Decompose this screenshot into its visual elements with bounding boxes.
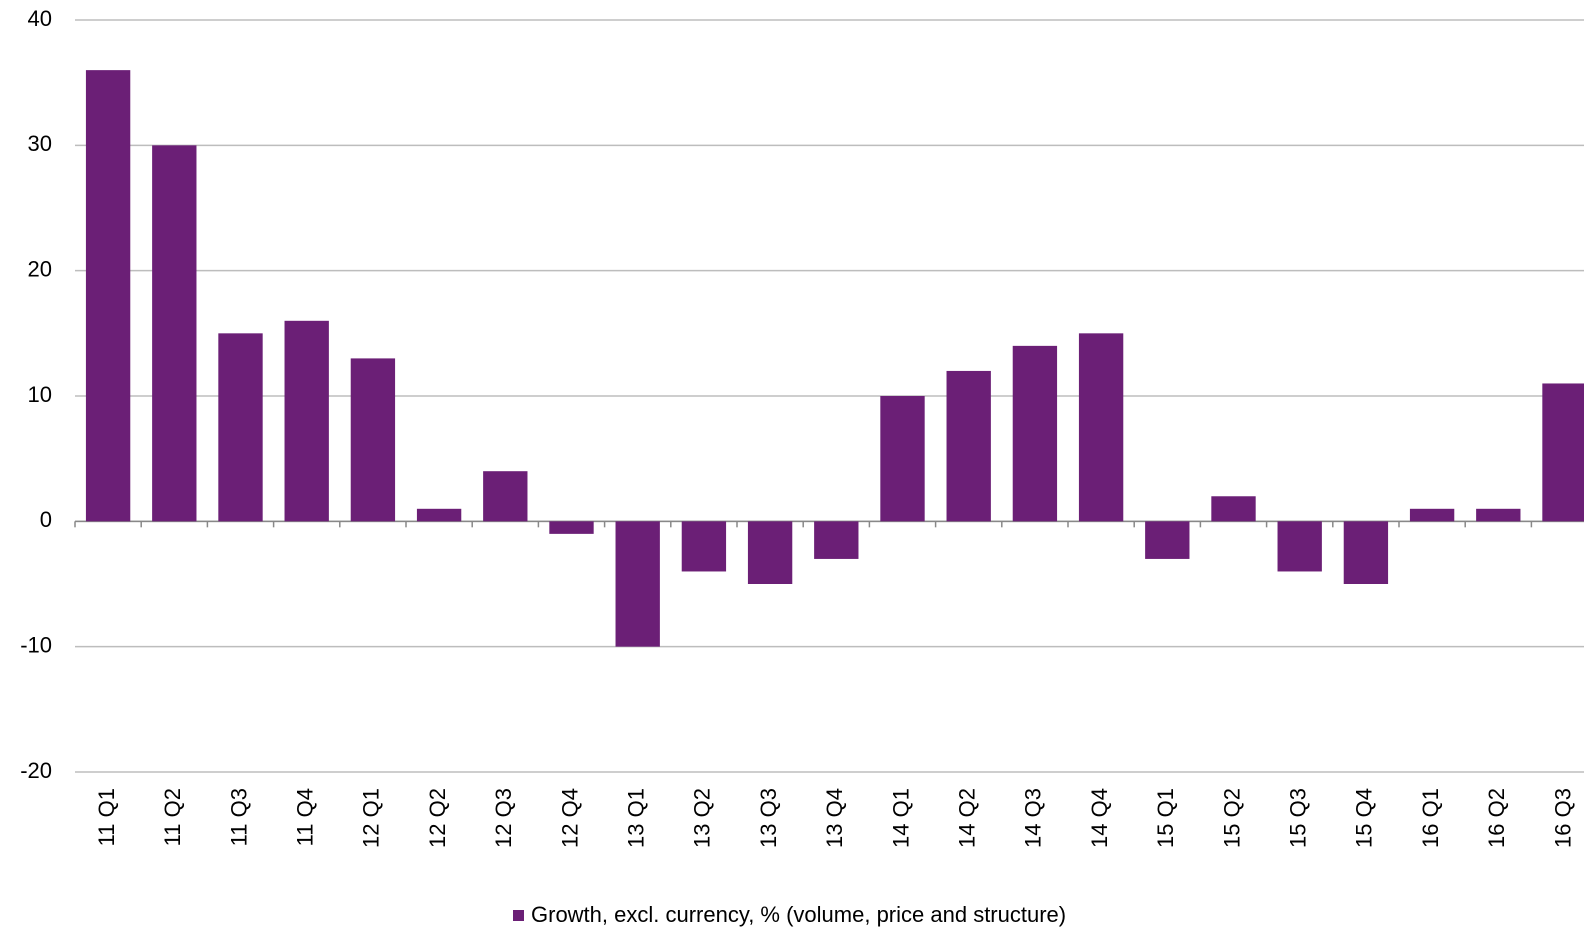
- bar: [681, 521, 727, 572]
- x-tick-label: 13 Q3: [756, 788, 781, 848]
- y-tick-label: 10: [28, 382, 52, 407]
- x-tick-label: 12 Q1: [359, 788, 384, 848]
- bar: [747, 521, 793, 584]
- legend-swatch: [513, 910, 524, 921]
- x-tick-label: 13 Q4: [822, 788, 847, 848]
- x-tick-label: 15 Q3: [1286, 788, 1311, 848]
- x-tick-label: 13 Q2: [690, 788, 715, 848]
- x-tick-label: 14 Q3: [1021, 788, 1046, 848]
- x-tick-label: 14 Q1: [888, 788, 913, 848]
- bar: [1211, 496, 1256, 522]
- y-tick-label: -20: [20, 758, 52, 783]
- y-tick-label: 20: [28, 256, 52, 281]
- y-tick-label: 30: [28, 131, 52, 156]
- x-tick-label: 16 Q2: [1484, 788, 1509, 848]
- x-tick-label: 11 Q4: [293, 788, 318, 846]
- y-tick-label: -10: [20, 632, 52, 657]
- x-tick-label: 12 Q2: [425, 788, 450, 848]
- x-tick-label: 16 Q1: [1418, 788, 1443, 848]
- bar: [880, 396, 925, 522]
- bar: [1542, 383, 1584, 522]
- y-tick-label: 0: [40, 507, 52, 532]
- bar: [1145, 521, 1190, 559]
- x-tick-label: 12 Q4: [557, 788, 582, 848]
- x-tick-label: 11 Q3: [226, 788, 251, 846]
- bar: [814, 521, 859, 559]
- x-tick-label: 13 Q1: [624, 788, 649, 848]
- bar: [350, 358, 396, 522]
- x-tick-label: 15 Q2: [1219, 788, 1244, 848]
- bar: [549, 521, 594, 534]
- bar: [1012, 345, 1058, 522]
- bar: [218, 333, 263, 522]
- bar: [416, 508, 462, 522]
- x-tick-label: 16 Q3: [1550, 788, 1575, 848]
- x-tick-label: 14 Q4: [1087, 788, 1112, 848]
- bar: [284, 320, 329, 522]
- bar: [1409, 508, 1455, 522]
- x-tick-label: 11 Q2: [160, 788, 185, 846]
- x-tick-label: 11 Q1: [94, 788, 119, 846]
- bar: [1343, 521, 1389, 584]
- legend-label: Growth, excl. currency, % (volume, price…: [531, 902, 1066, 927]
- y-tick-label: 40: [28, 6, 52, 31]
- x-tick-label: 15 Q1: [1153, 788, 1178, 848]
- x-tick-label: 12 Q3: [491, 788, 516, 848]
- bar: [1078, 333, 1124, 522]
- x-tick-label: 14 Q2: [955, 788, 980, 848]
- bar: [1476, 508, 1521, 522]
- bar: [1277, 521, 1322, 572]
- bar: [946, 370, 991, 522]
- x-tick-label: 15 Q4: [1352, 788, 1377, 848]
- bar: [85, 70, 131, 522]
- bar: [483, 471, 528, 522]
- bar: [152, 145, 197, 522]
- bar: [615, 521, 660, 647]
